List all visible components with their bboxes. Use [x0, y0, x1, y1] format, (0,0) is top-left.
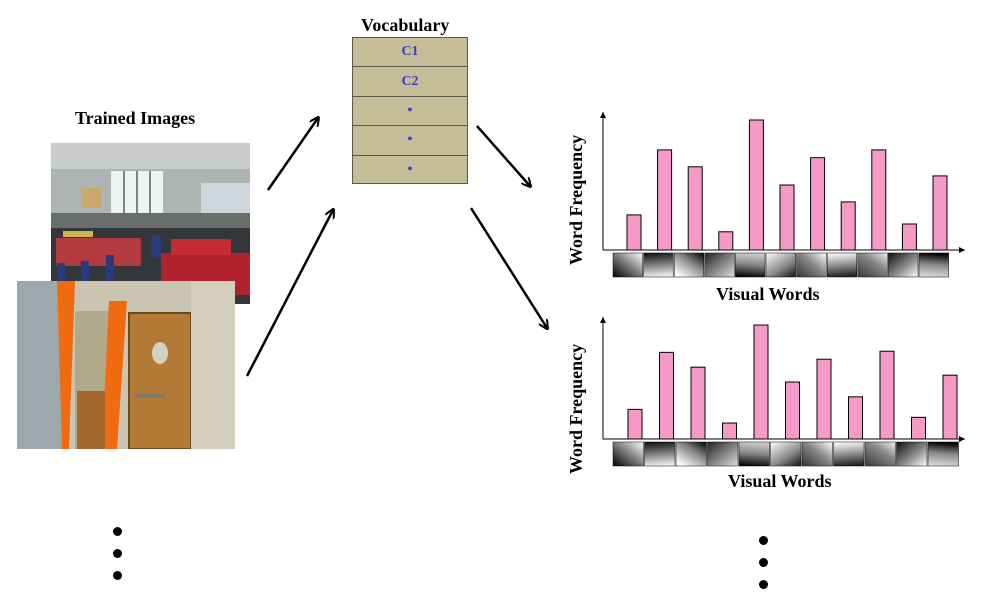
chart2-ylabel: Word Frequency — [566, 343, 586, 474]
bar — [932, 175, 948, 251]
visual-word-patch — [801, 441, 833, 467]
visual-word-patch — [704, 252, 735, 278]
bar — [657, 149, 673, 251]
chart1-xlabel: Visual Words — [716, 284, 820, 304]
vocabulary-table: C1 C2 • • • — [352, 37, 468, 184]
bar — [626, 214, 642, 251]
bar — [871, 149, 887, 251]
more-images-ellipsis — [113, 527, 122, 593]
bar — [690, 366, 706, 440]
arrow-image1-to-vocab — [266, 118, 318, 191]
visual-word-patch — [738, 441, 770, 467]
bar — [627, 408, 643, 440]
vocabulary-row: C1 — [353, 38, 467, 68]
vocabulary-title: Vocabulary — [361, 15, 450, 35]
y-axis-arrowhead — [600, 112, 606, 118]
chart1-ylabel: Word Frequency — [566, 134, 586, 265]
bar — [816, 358, 832, 440]
arrow-vocab-to-chart2 — [469, 207, 547, 328]
visual-word-patch — [888, 252, 919, 278]
bar — [840, 201, 856, 251]
chart2 — [600, 317, 965, 467]
vocabulary-row: C2 — [353, 67, 467, 97]
visual-word-patch — [857, 252, 888, 278]
visual-word-patch — [765, 252, 796, 278]
x-axis-arrowhead — [959, 247, 965, 253]
arrow-image2-to-vocab — [245, 210, 333, 377]
door-hallway-photo — [17, 281, 235, 449]
bar — [848, 396, 863, 440]
bar — [748, 119, 764, 251]
bar — [687, 166, 703, 251]
bar — [659, 351, 674, 440]
visual-word-patch — [833, 441, 865, 467]
visual-word-patch — [735, 252, 766, 278]
arrow-vocab-to-chart1 — [476, 125, 530, 186]
bar — [753, 324, 769, 440]
visual-word-patch — [826, 252, 858, 278]
bar — [810, 157, 826, 251]
visual-word-patch — [707, 441, 739, 467]
bar — [718, 231, 734, 251]
visual-word-patch — [896, 441, 928, 467]
bar — [942, 374, 958, 440]
bar — [785, 381, 800, 440]
visual-word-patch — [864, 441, 896, 467]
x-axis-arrowhead — [959, 436, 965, 442]
bar — [901, 223, 917, 251]
visual-word-patch — [770, 441, 802, 467]
vocabulary-row: • — [353, 97, 467, 127]
visual-word-patch — [643, 252, 674, 278]
bar — [911, 416, 926, 440]
visual-word-patch — [918, 252, 949, 278]
classroom-photo — [51, 143, 250, 304]
chart2-xlabel: Visual Words — [728, 471, 832, 491]
visual-word-patch — [673, 252, 705, 278]
visual-word-patch — [927, 441, 959, 467]
vocabulary-row: • — [407, 162, 413, 178]
trained-images-title: Trained Images — [75, 108, 196, 128]
visual-word-patch — [675, 441, 707, 467]
visual-word-patch — [796, 252, 827, 278]
bar — [722, 422, 737, 440]
more-histograms-ellipsis — [759, 536, 768, 602]
visual-word-patch — [612, 252, 643, 278]
vocabulary-row: • — [353, 126, 467, 156]
y-axis-arrowhead — [600, 317, 606, 323]
chart1 — [600, 112, 965, 278]
bar — [779, 184, 795, 251]
visual-word-patch — [644, 441, 676, 467]
bar — [879, 350, 895, 440]
visual-word-patch — [612, 441, 644, 467]
